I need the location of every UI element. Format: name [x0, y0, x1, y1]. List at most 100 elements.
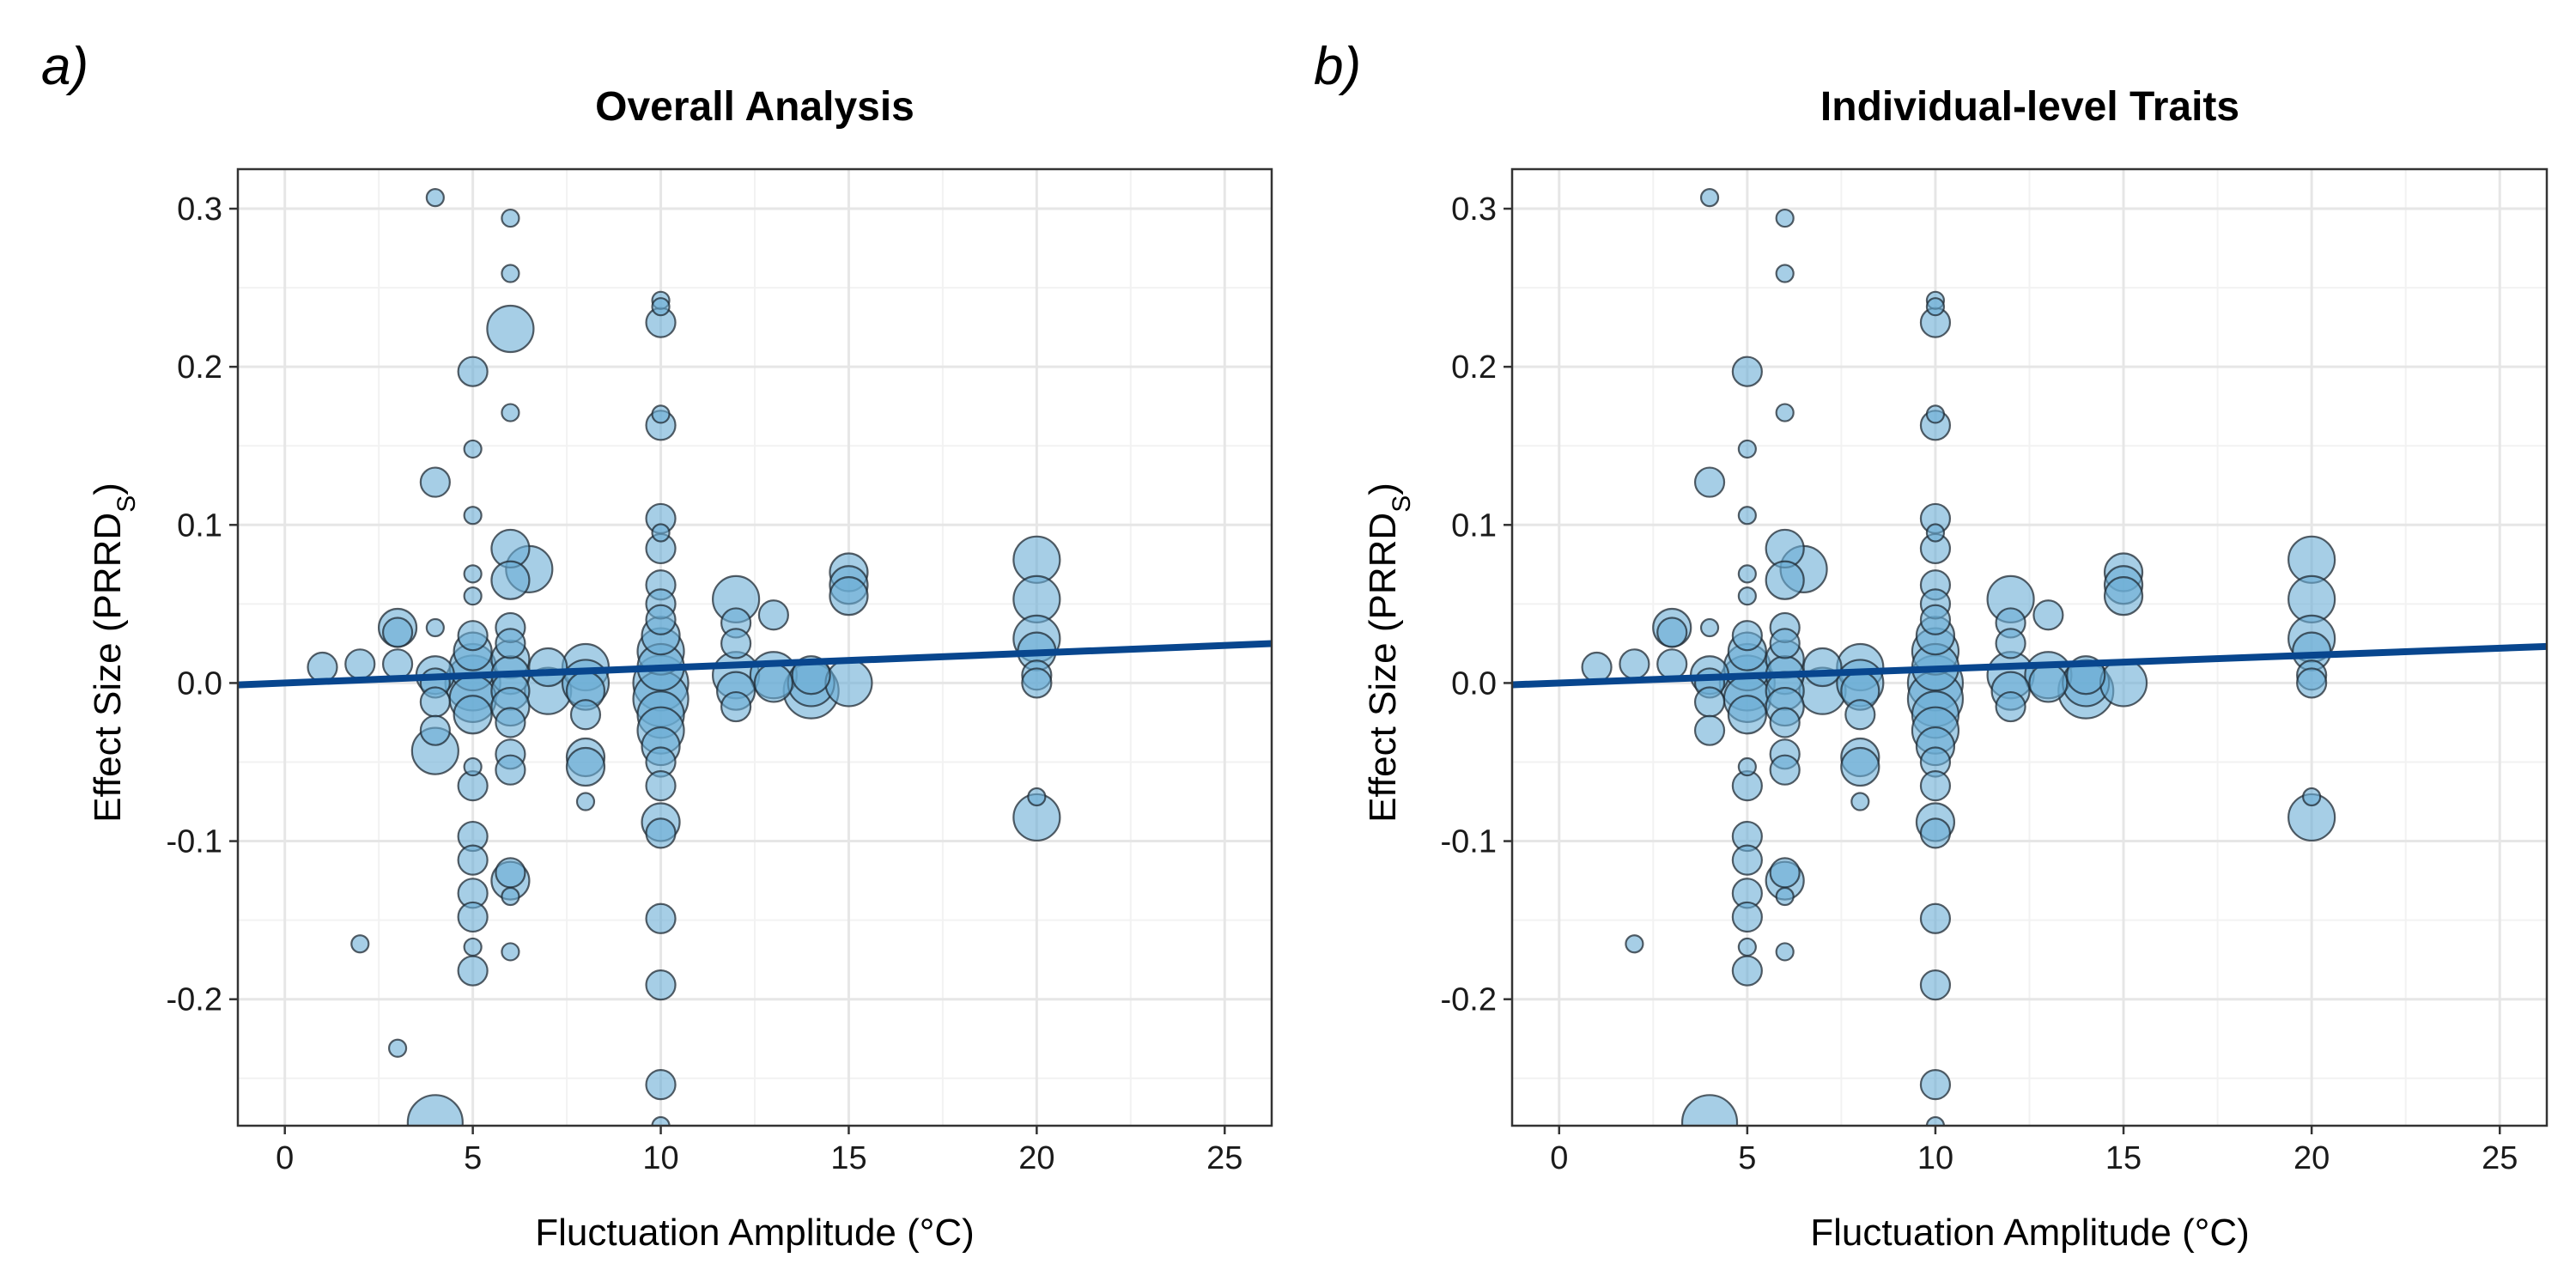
data-point: [1844, 699, 1876, 731]
data-point: [1919, 604, 1952, 635]
data-point: [565, 746, 606, 787]
data-point: [1925, 297, 1946, 317]
data-point: [1775, 264, 1795, 283]
x-tick-label: 25: [2482, 1140, 2518, 1176]
data-point: [1656, 617, 1688, 648]
data-point: [1731, 901, 1763, 933]
x-tick-label: 0: [276, 1140, 294, 1176]
data-point: [720, 690, 752, 723]
data-point: [753, 663, 793, 703]
x-tick-label: 0: [1550, 1140, 1568, 1176]
data-point: [495, 754, 526, 786]
data-point: [1775, 403, 1795, 422]
data-point: [1775, 886, 1795, 907]
data-point: [1769, 857, 1801, 889]
data-point: [457, 844, 489, 876]
data-point: [2099, 659, 2148, 708]
data-point: [1693, 466, 1726, 498]
data-point: [1693, 714, 1726, 746]
data-point: [569, 699, 602, 731]
data-point: [575, 792, 596, 811]
data-point: [501, 403, 520, 422]
data-point: [1995, 690, 2026, 723]
data-point: [1021, 667, 1053, 699]
y-tick-label: 0.1: [177, 507, 222, 544]
data-point: [1027, 787, 1047, 807]
panel-a: a) Overall Analysis Fluctuation Amplitud…: [41, 37, 1273, 1254]
data-point: [463, 564, 483, 584]
data-point: [1919, 817, 1952, 849]
data-point: [1919, 902, 1952, 934]
panel-title-a: Overall Analysis: [595, 84, 914, 130]
panel-b: b) Individual-level Traits Fluctuation A…: [1314, 37, 2549, 1254]
data-point: [1737, 756, 1757, 777]
data-point: [1919, 770, 1952, 802]
data-point: [1680, 1094, 1739, 1126]
x-tick-label: 20: [1018, 1140, 1054, 1176]
data-point: [457, 620, 489, 652]
data-point: [419, 466, 451, 498]
data-point: [344, 648, 376, 680]
data-point: [1731, 955, 1763, 987]
data-point: [1737, 586, 1757, 606]
y-tick-label: 0.3: [1451, 191, 1497, 228]
data-point: [419, 714, 451, 746]
data-point: [453, 695, 493, 735]
data-point: [1656, 648, 1688, 680]
y-tick-label: -0.1: [1441, 824, 1497, 860]
data-point: [387, 1038, 408, 1058]
data-point: [1699, 617, 1720, 638]
data-point: [501, 886, 520, 907]
y-tick-label: -0.1: [167, 824, 222, 860]
panel-label-b: b): [1314, 37, 1361, 96]
x-tick-label: 10: [1917, 1140, 1953, 1176]
data-point: [2028, 663, 2069, 703]
y-tick-label: 0.1: [1451, 507, 1497, 544]
data-point: [1731, 844, 1763, 876]
data-point: [486, 304, 535, 354]
data-point: [463, 937, 483, 957]
data-point: [1925, 1115, 1946, 1126]
data-point: [1727, 695, 1767, 735]
data-point: [425, 188, 445, 208]
y-tick-label: -0.2: [167, 982, 222, 1018]
data-point: [645, 817, 677, 849]
data-point: [645, 902, 677, 934]
data-point: [645, 770, 677, 802]
data-point: [381, 617, 414, 648]
x-tick-label: 15: [2105, 1140, 2142, 1176]
y-tick-label: 0.0: [177, 665, 222, 702]
x-tick-label: 25: [1206, 1140, 1242, 1176]
data-point: [720, 628, 752, 659]
data-point: [1731, 620, 1763, 652]
data-point: [1775, 208, 1795, 228]
data-point: [651, 404, 671, 424]
y-tick-label: 0.2: [1451, 349, 1497, 386]
data-point: [350, 934, 370, 954]
data-point: [1731, 355, 1763, 387]
regression-line: [238, 640, 1272, 689]
data-point: [2103, 576, 2144, 617]
data-point: [501, 264, 520, 283]
data-point: [1775, 942, 1795, 962]
data-point: [381, 648, 414, 680]
data-point: [1693, 686, 1726, 718]
data-point: [495, 857, 526, 889]
data-point: [651, 1115, 671, 1126]
data-point: [463, 586, 483, 606]
data-point: [1802, 647, 1843, 688]
data-point: [1699, 188, 1720, 208]
plot-area-a: 0 5 10 15 20 25 -0.2 -0.1 0.0 0.1 0.2 0.3: [167, 167, 1273, 1176]
data-point: [457, 355, 489, 387]
data-point: [824, 659, 873, 708]
data-point: [528, 647, 568, 688]
data-point: [1769, 707, 1801, 738]
panel-title-b: Individual-level Traits: [1820, 84, 2239, 130]
data-point: [1765, 560, 1805, 600]
data-point: [501, 942, 520, 962]
x-tick-label: 5: [1738, 1140, 1756, 1176]
data-point: [463, 756, 483, 777]
y-axis-label-a: Effect Size (PRRDS): [87, 483, 141, 823]
plot-area-b: 0 5 10 15 20 25 -0.2 -0.1 0.0 0.1 0.2 0.3: [1441, 167, 2549, 1176]
